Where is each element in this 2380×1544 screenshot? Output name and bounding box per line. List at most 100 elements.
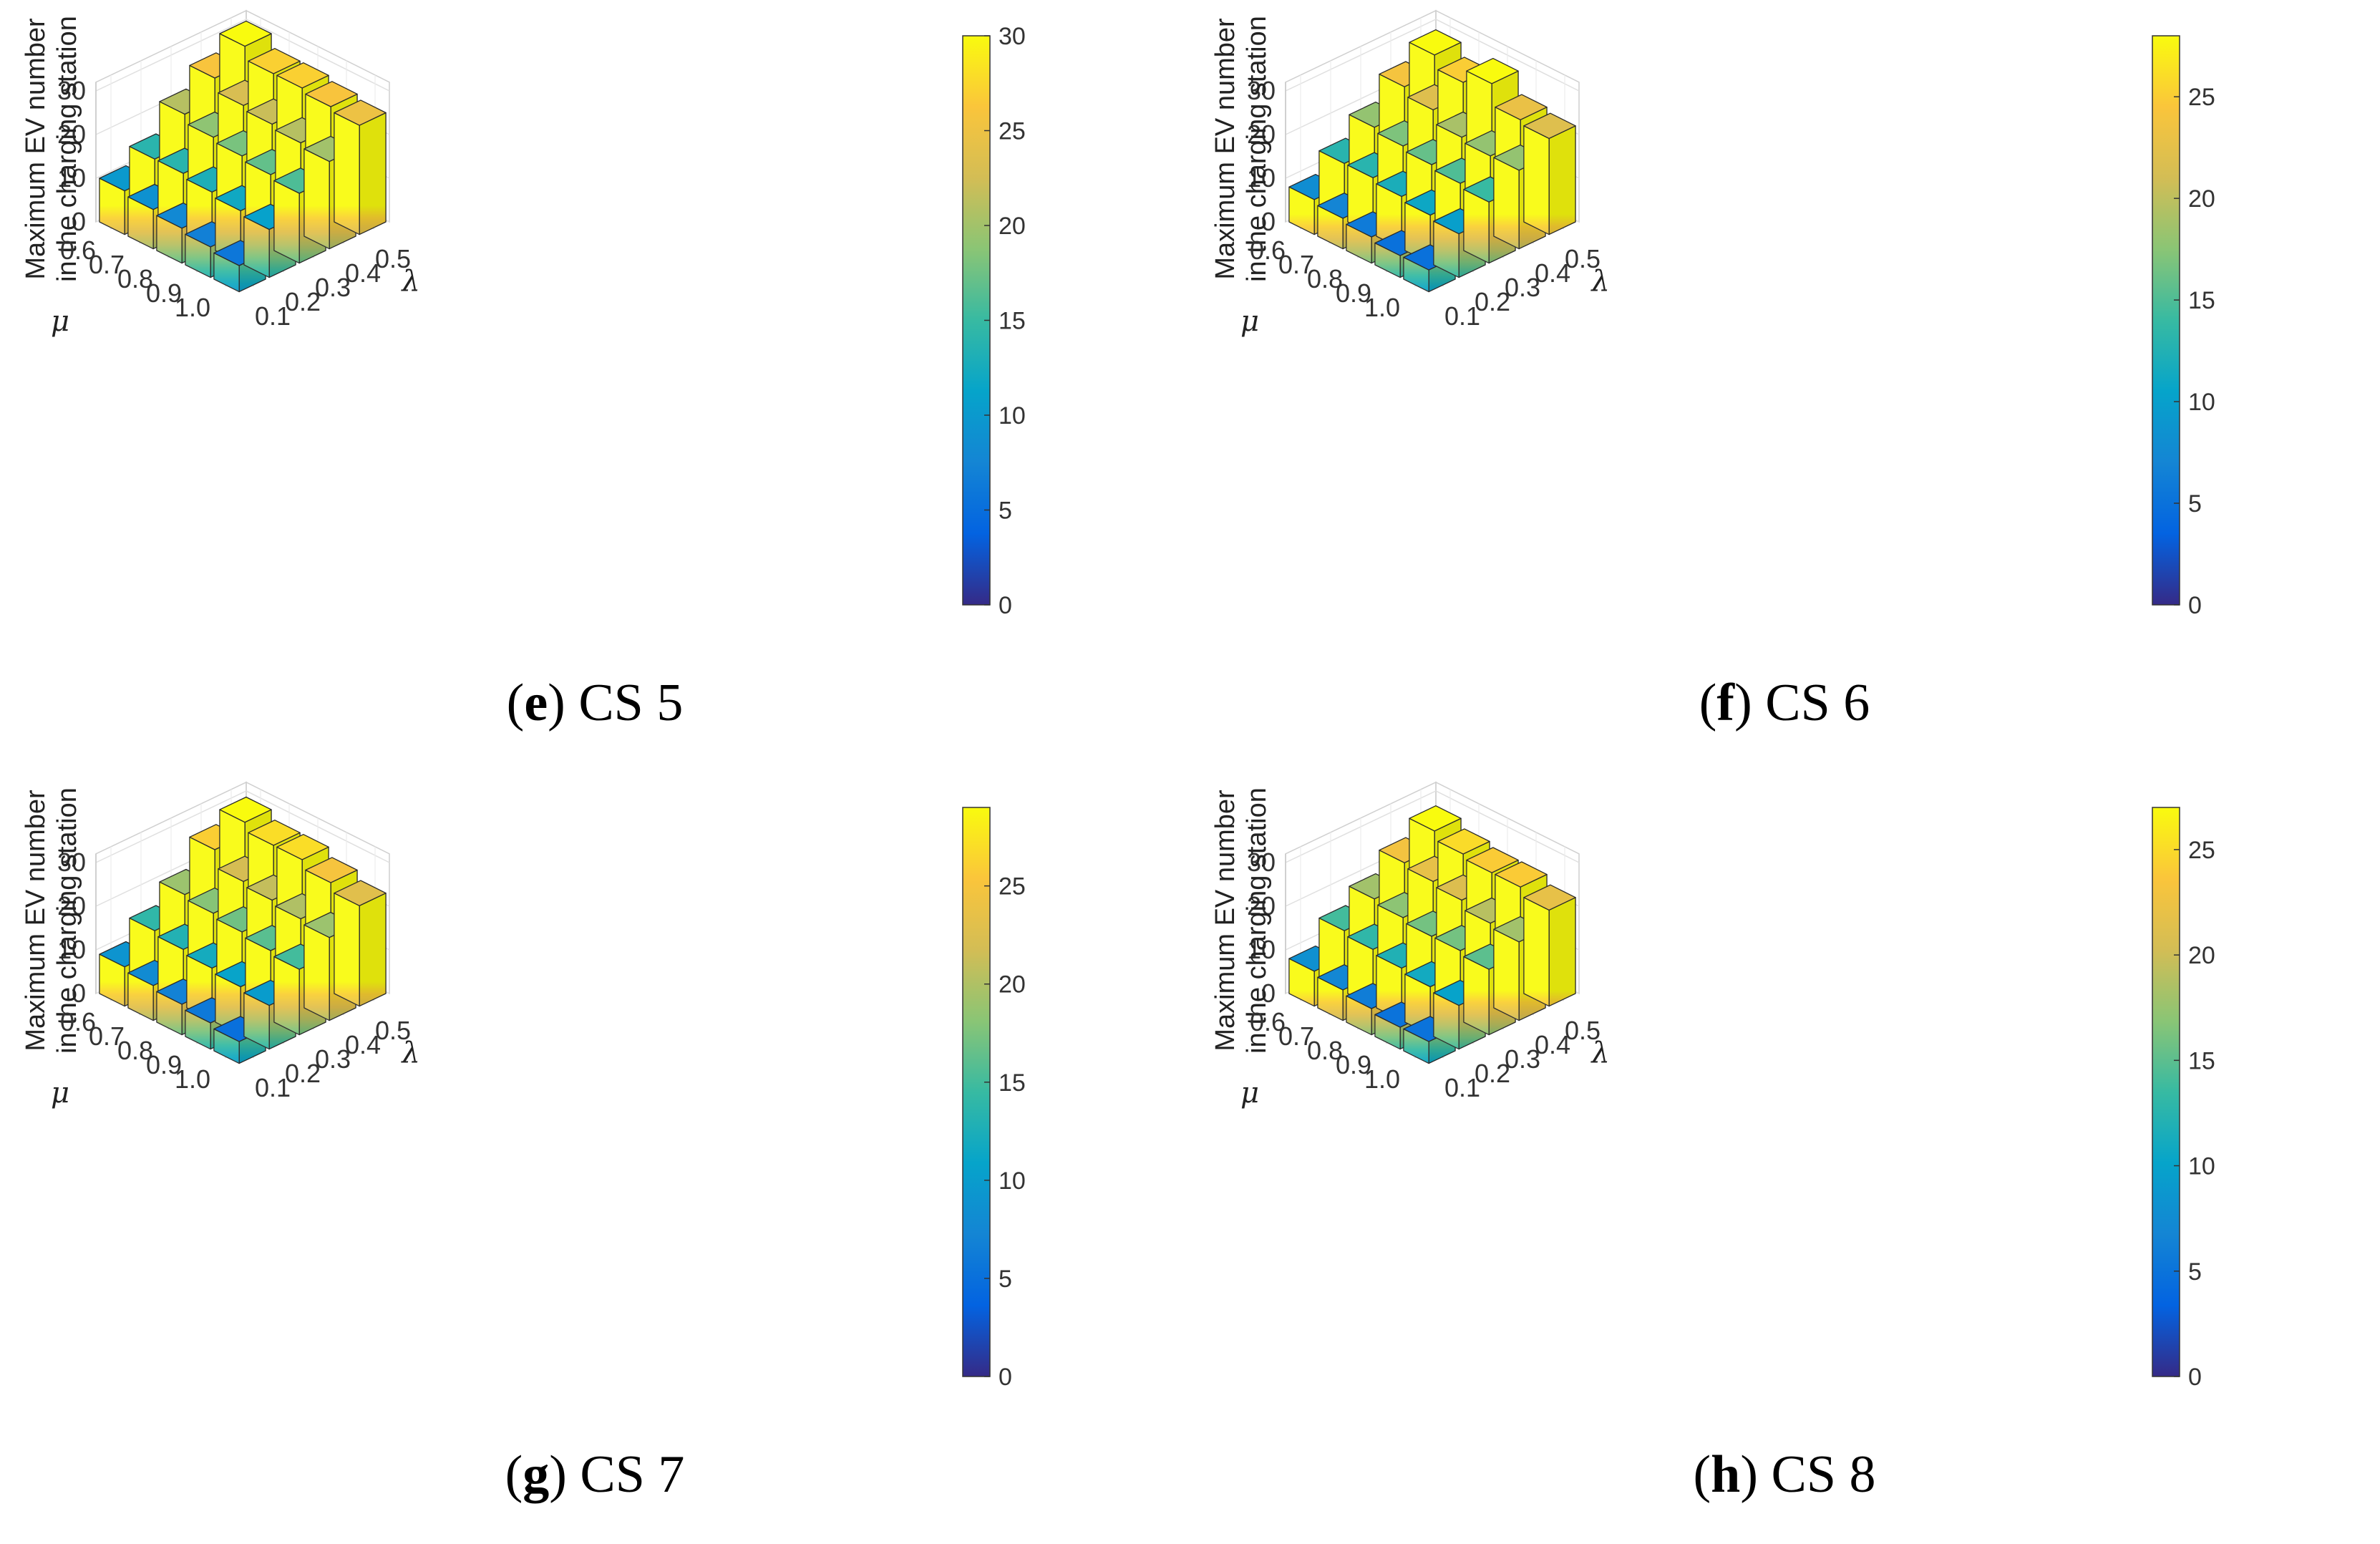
lambda-axis: 0.10.20.30.40.5λ (255, 244, 420, 331)
z-tick-label: 0 (72, 207, 86, 236)
lambda-axis-label: λ (401, 1036, 420, 1069)
colorbar-tick-label: 15 (2188, 1047, 2215, 1074)
z-tick-label: 10 (57, 935, 86, 964)
colorbar-tick-label: 5 (2188, 490, 2202, 518)
mu-axis-label: μ (1240, 305, 1259, 338)
lambda-tick-label: 0.5 (375, 1016, 411, 1045)
mu-tick-label: 0.9 (1336, 278, 1371, 308)
colorbar: 0 5 10 15 20 25 (2152, 35, 2215, 619)
mu-tick-label: 0.6 (1250, 1007, 1286, 1036)
mu-tick-label: 1.0 (175, 293, 210, 322)
z-tick-label: 10 (1247, 935, 1276, 964)
lambda-tick-label: 0.2 (285, 1059, 321, 1088)
mu-tick-label: 0.7 (89, 1021, 125, 1051)
z-axis: 0 10 20 30 (57, 76, 86, 236)
mu-tick-label: 0.9 (146, 1050, 182, 1079)
z-axis-label: Maximum EV numberin the charging station (1210, 16, 1272, 282)
colorbar-scale (962, 807, 991, 1377)
caption-text: CS 7 (580, 1445, 685, 1504)
panel-cs8: 0 10 20 30 Maximum EV numberin the charging … (1190, 772, 2379, 1543)
mu-tick-label: 0.8 (117, 264, 153, 293)
mu-tick-label: 0.7 (89, 250, 125, 279)
bar-mu-1.0-lambda-0.5 (334, 99, 387, 236)
bars (1288, 29, 1576, 293)
lambda-tick-label: 0.1 (255, 1073, 291, 1102)
mu-tick-label: 0.8 (1307, 1036, 1343, 1065)
lambda-tick-label: 0.2 (1475, 1059, 1510, 1088)
lambda-tick-label: 0.5 (375, 244, 411, 273)
colorbar-tick-label: 20 (999, 971, 1026, 999)
mu-axis-label: μ (1240, 1077, 1259, 1110)
colorbar-tick-label: 15 (999, 1069, 1026, 1097)
lambda-tick-label: 0.1 (255, 301, 291, 331)
z-tick-label: 30 (57, 76, 86, 105)
mu-tick-label: 0.6 (1250, 236, 1286, 265)
z-tick-label: 0 (1261, 207, 1276, 236)
mu-tick-label: 0.9 (146, 278, 182, 308)
mu-axis: 1.00.90.80.70.6 μ (51, 1007, 210, 1110)
colorbar-tick-label: 5 (999, 1266, 1012, 1293)
mu-axis: 1.00.90.80.70.6 μ (1240, 236, 1400, 338)
colorbar-tick-label: 0 (999, 592, 1012, 619)
bar-mu-1.0-lambda-0.5 (334, 880, 387, 1007)
colorbar-tick-label: 15 (999, 308, 1026, 335)
z-axis: 0 10 20 30 (57, 848, 86, 1008)
lambda-tick-label: 0.2 (1475, 287, 1510, 316)
z-tick-label: 20 (1247, 120, 1276, 149)
colorbar-tick-label: 25 (2188, 837, 2215, 864)
mu-tick-label: 1.0 (1364, 1064, 1400, 1094)
mu-tick-label: 0.9 (1336, 1050, 1371, 1079)
z-tick-label: 20 (57, 120, 86, 149)
z-axis-label: Maximum EV numberin the charging station (21, 16, 82, 282)
mu-tick-label: 0.8 (117, 1036, 153, 1065)
z-tick-label: 0 (1261, 979, 1276, 1008)
caption: (e) CS 5 (506, 674, 684, 732)
colorbar: 0 5 10 15 20 25 (962, 807, 1026, 1391)
caption-letter: f (1716, 674, 1735, 732)
caption-text: CS 8 (1771, 1445, 1876, 1504)
mu-tick-label: 0.7 (1278, 1021, 1314, 1051)
z-tick-label: 20 (57, 891, 86, 921)
lambda-tick-label: 0.4 (1535, 1030, 1570, 1059)
lambda-tick-label: 0.1 (1444, 301, 1480, 331)
lambda-tick-label: 0.3 (315, 273, 351, 302)
lambda-axis-label: λ (1590, 265, 1610, 298)
lambda-tick-label: 0.5 (1565, 244, 1601, 273)
lambda-axis: 0.10.20.30.40.5λ (1444, 244, 1610, 331)
mu-axis-label: μ (51, 1077, 69, 1110)
colorbar-tick-label: 10 (999, 1167, 1026, 1195)
colorbar: 0 5 10 15 20 25 (2152, 807, 2215, 1391)
mu-axis-label: μ (51, 305, 69, 338)
mu-tick-label: 0.8 (1307, 264, 1343, 293)
mu-axis: 1.00.90.80.70.6 μ (51, 236, 210, 338)
lambda-tick-label: 0.1 (1444, 1073, 1480, 1102)
colorbar-tick-label: 15 (2188, 287, 2215, 314)
colorbar-tick-label: 10 (999, 402, 1026, 429)
z-tick-label: 10 (1247, 163, 1276, 193)
colorbar-scale (2152, 807, 2180, 1377)
lambda-tick-label: 0.5 (1565, 1016, 1601, 1045)
colorbar-tick-label: 5 (2188, 1258, 2202, 1286)
colorbar-tick-label: 5 (999, 497, 1012, 525)
z-axis-label: Maximum EV numberin the charging station (1210, 787, 1272, 1054)
lambda-tick-label: 0.3 (315, 1044, 351, 1074)
colorbar: 0 5 10 15 20 25 30 (962, 23, 1026, 619)
colorbar-scale (2152, 35, 2180, 606)
colorbar-tick-label: 10 (2188, 1153, 2215, 1180)
z-tick-label: 30 (57, 848, 86, 877)
mu-tick-label: 1.0 (1364, 293, 1400, 322)
lambda-axis: 0.10.20.30.40.5λ (255, 1016, 420, 1102)
lambda-axis-label: λ (1590, 1036, 1610, 1069)
colorbar-tick-label: 20 (2188, 942, 2215, 969)
colorbar-tick-label: 10 (2188, 389, 2215, 416)
z-tick-label: 30 (1247, 848, 1276, 877)
lambda-tick-label: 0.4 (345, 258, 381, 288)
caption-letter: e (524, 674, 548, 732)
mu-tick-label: 1.0 (175, 1064, 210, 1094)
bars (1288, 805, 1576, 1064)
z-axis-label: Maximum EV numberin the charging station (21, 787, 82, 1054)
lambda-tick-label: 0.4 (345, 1030, 381, 1059)
lambda-axis-label: λ (401, 265, 420, 298)
